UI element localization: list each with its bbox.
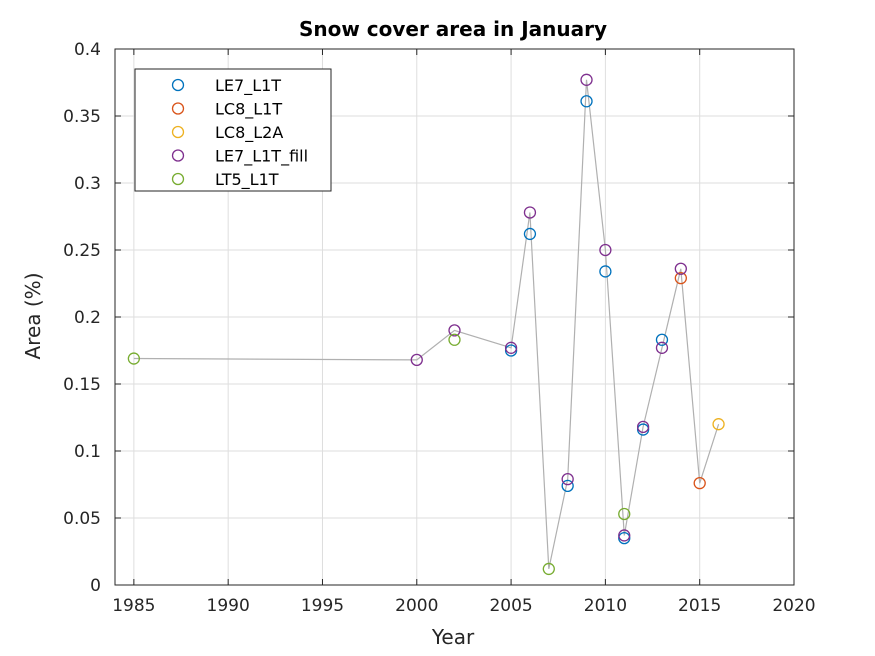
legend-marker — [171, 125, 185, 139]
tick-labels: 1985 1990 1995 2000 2005 2010 2015 2020 0 0.05 0.1… — [63, 40, 815, 616]
legend-marker — [171, 102, 185, 115]
data-point — [674, 271, 687, 285]
legend-marker — [171, 172, 185, 186]
legend-label: LT5_L1T — [215, 170, 279, 190]
x-tick-label: 2015 — [678, 596, 721, 616]
x-tick-label: 1995 — [301, 596, 344, 616]
y-tick-label: 0.4 — [74, 40, 101, 60]
y-tick-label: 0.15 — [63, 375, 101, 395]
data-point — [448, 324, 461, 337]
x-tick-label: 2010 — [584, 596, 627, 616]
data-point — [618, 529, 631, 542]
data-point — [580, 73, 593, 86]
data-point — [599, 243, 612, 257]
data-point — [448, 333, 461, 346]
x-tick-label: 1990 — [207, 596, 250, 616]
legend: LE7_L1T LC8_L1T LC8_L2A LE7_L1T_fill LT5_L1T — [134, 68, 332, 192]
data-point — [655, 333, 669, 346]
data-point — [712, 418, 725, 431]
y-tick-label: 0 — [90, 576, 101, 596]
data-point — [580, 95, 593, 108]
data-point — [618, 507, 631, 521]
y-tick-label: 0.3 — [74, 174, 101, 194]
x-tick-label: 1985 — [112, 596, 155, 616]
legend-box — [134, 68, 332, 192]
data-point — [636, 420, 650, 434]
y-axis-title: Area (%) — [21, 273, 45, 360]
ticks — [115, 48, 795, 586]
y-tick-label: 0.1 — [74, 442, 101, 462]
legend-marker — [171, 149, 185, 162]
legend-label: LE7_L1T — [215, 76, 281, 96]
chart-title: Snow cover area in January — [299, 17, 607, 41]
x-tick-label: 2020 — [772, 596, 815, 616]
data-point — [561, 479, 574, 492]
y-tick-label: 0.25 — [63, 241, 101, 261]
legend-label: LC8_L1T — [215, 100, 282, 120]
data-point — [504, 341, 518, 354]
data-point — [127, 352, 141, 365]
data-point — [523, 206, 537, 219]
legend-marker — [171, 78, 185, 92]
y-tick-label: 0.35 — [63, 107, 101, 127]
y-tick-label: 0.05 — [63, 509, 101, 529]
x-tick-label: 2000 — [395, 596, 438, 616]
x-axis-title: Year — [431, 625, 475, 649]
data-point — [523, 227, 537, 241]
data-points — [127, 73, 725, 576]
x-tick-label: 2005 — [489, 596, 532, 616]
connecting-line — [133, 79, 720, 570]
data-point — [542, 562, 555, 576]
data-point — [410, 353, 423, 367]
data-point — [693, 477, 706, 490]
data-point — [561, 472, 574, 486]
legend-label: LC8_L2A — [215, 123, 283, 143]
data-point — [599, 265, 612, 278]
y-tick-label: 0.2 — [74, 308, 101, 328]
legend-label: LE7_L1T_fill — [215, 147, 308, 167]
data-point — [674, 262, 687, 275]
data-point — [655, 341, 669, 354]
